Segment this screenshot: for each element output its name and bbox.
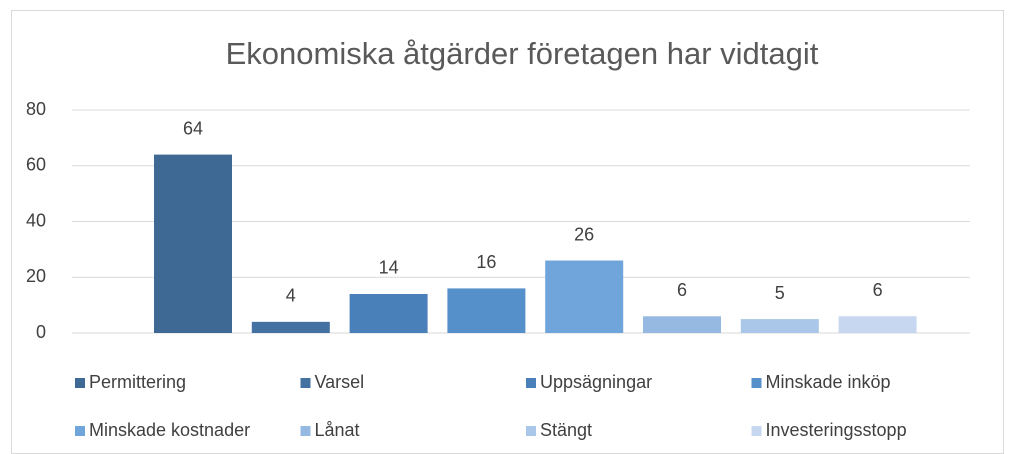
legend-swatch <box>300 378 311 388</box>
legend-swatch <box>300 426 311 436</box>
bar <box>251 321 330 333</box>
legend-swatch <box>526 426 536 436</box>
legend-label: Varsel <box>315 372 365 392</box>
data-label: 16 <box>476 252 496 272</box>
legend-label: Permittering <box>89 372 186 392</box>
legend-label: Minskade kostnader <box>89 420 250 440</box>
legend-label: Investeringsstopp <box>766 420 907 440</box>
bar <box>643 316 721 333</box>
legend-swatch <box>526 378 536 388</box>
data-label: 6 <box>873 280 883 300</box>
legend-label: Uppsägningar <box>540 372 652 392</box>
data-label: 4 <box>286 286 296 306</box>
data-label: 5 <box>775 283 785 303</box>
legend-label: Lånat <box>315 420 360 440</box>
y-tick-label: 0 <box>36 322 46 342</box>
legend-label: Minskade inköp <box>766 372 891 392</box>
data-label: 64 <box>183 118 203 138</box>
chart-title: Ekonomiska åtgärder företagen har vidtag… <box>226 36 819 71</box>
bar <box>349 293 428 333</box>
legend-label: Stängt <box>540 420 592 440</box>
bar <box>154 154 232 333</box>
data-label: 26 <box>574 224 594 244</box>
bar <box>740 319 819 333</box>
bar <box>447 288 526 333</box>
y-tick-label: 20 <box>26 266 46 286</box>
y-tick-label: 80 <box>26 99 46 119</box>
y-tick-label: 40 <box>26 210 46 230</box>
legend-swatch <box>75 378 85 388</box>
y-tick-label: 60 <box>26 155 46 175</box>
data-label: 6 <box>677 280 687 300</box>
legend-swatch <box>751 426 762 436</box>
bar <box>838 316 917 333</box>
legend-swatch <box>75 426 85 436</box>
bar <box>545 260 624 333</box>
legend-swatch <box>751 378 762 388</box>
data-label: 14 <box>379 258 399 278</box>
